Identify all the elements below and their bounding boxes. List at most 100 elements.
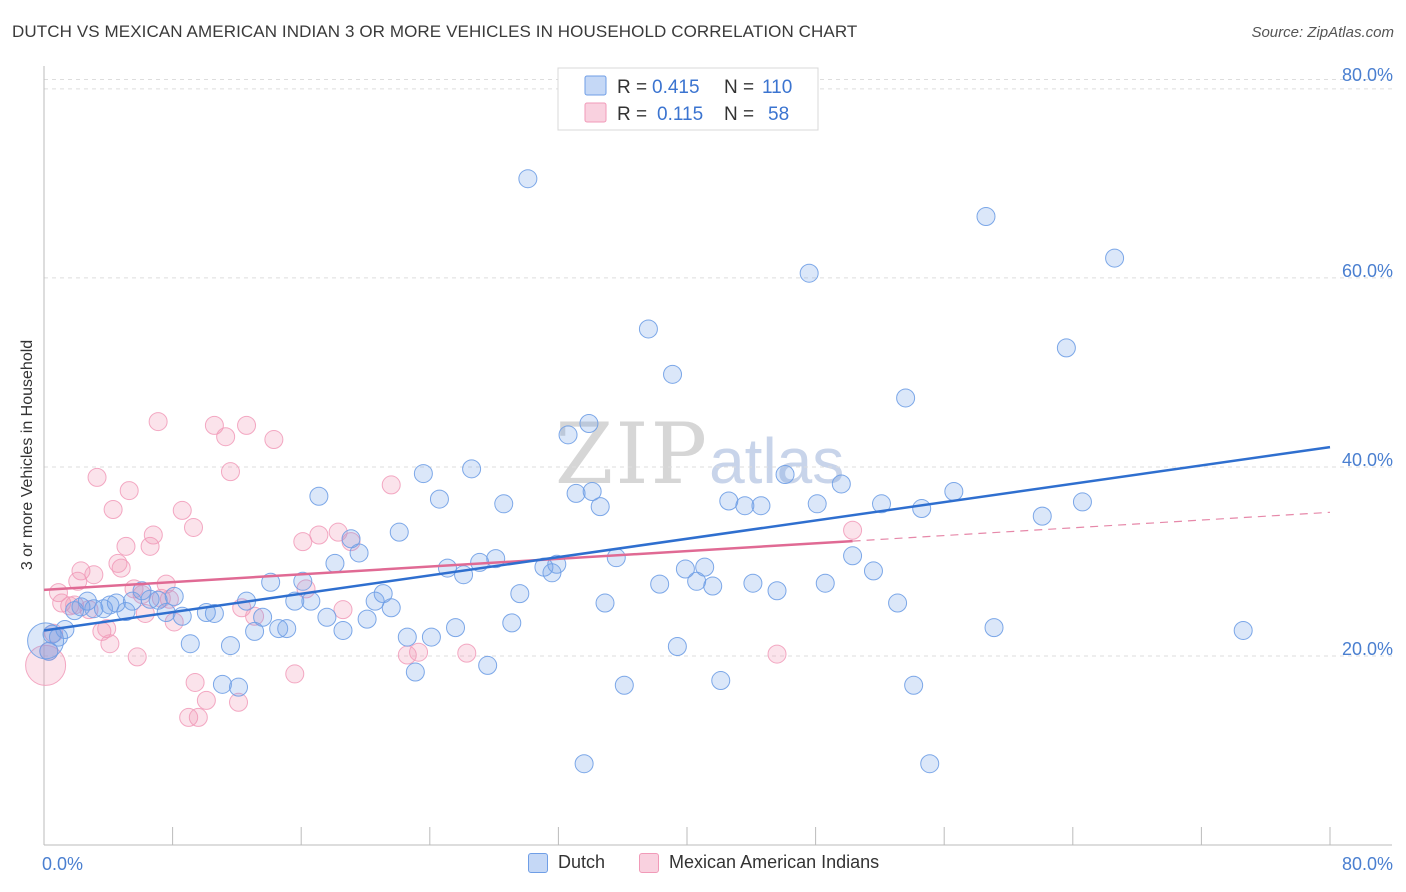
mexican-point — [285, 664, 305, 684]
dutch-point — [93, 599, 113, 619]
chart-title: DUTCH VS MEXICAN AMERICAN INDIAN 3 OR MO… — [12, 22, 858, 41]
dutch-point — [675, 559, 695, 579]
mexican-point — [100, 634, 120, 654]
legend-mexican-r-label: R = — [617, 104, 647, 125]
dutch-point — [429, 489, 449, 509]
dutch-point — [285, 591, 305, 611]
mexican-point — [229, 692, 249, 712]
dutch-point — [687, 571, 707, 591]
mexican-point — [87, 467, 107, 487]
dutch-point — [309, 486, 329, 506]
legend-mexican-swatch — [584, 102, 607, 123]
dutch-point — [863, 561, 883, 581]
dutch-point — [446, 618, 466, 638]
dutch-point — [77, 591, 97, 611]
dutch-point — [245, 621, 265, 641]
legend-dutch-r-value: 0.415 — [652, 77, 700, 98]
legend-mexican-n-label: N = — [724, 104, 754, 125]
gridlines — [44, 78, 1392, 657]
dutch-trend-line — [43, 445, 1331, 632]
legend-dutch-swatch — [584, 75, 607, 96]
dutch-point — [904, 675, 924, 695]
mexican-point — [204, 415, 224, 435]
dutch-point — [1072, 492, 1092, 512]
mexican-point — [140, 536, 160, 556]
dutch-point — [872, 494, 892, 514]
dutch-point — [397, 627, 417, 647]
dutch-point — [65, 601, 85, 621]
dutch-point — [325, 553, 345, 573]
x-tick-labels: 0.0% 80.0% — [42, 854, 1393, 874]
legend-mexican-r-value: 0.115 — [657, 104, 703, 125]
dutch-point — [807, 494, 827, 514]
dutch-point — [494, 494, 514, 514]
dutch-point — [518, 169, 538, 189]
mexican-point — [216, 427, 236, 447]
watermark-sub: atlas — [709, 425, 845, 497]
dutch-point — [650, 574, 670, 594]
dutch-point — [888, 593, 908, 613]
mexican-point — [183, 517, 203, 537]
mexican-point — [65, 595, 85, 615]
x-tick-label-right: 80.0% — [1342, 854, 1393, 874]
mexican-point — [68, 571, 88, 591]
dutch-point — [116, 602, 136, 622]
mexican-point — [135, 603, 155, 623]
mexican-point — [237, 415, 257, 435]
legend-dutch-n-value: 110 — [762, 77, 792, 98]
dutch-point — [831, 474, 851, 494]
dutch-point — [229, 677, 249, 697]
legend-item-mexican[interactable]: Mexican American Indians — [639, 852, 879, 873]
dutch-point — [365, 591, 385, 611]
dutch-point — [462, 459, 482, 479]
dutch-point — [896, 388, 916, 408]
dutch-point — [413, 464, 433, 484]
dutch-point — [220, 636, 240, 656]
dutch-point — [703, 576, 723, 596]
watermark: ZIPatlas — [555, 405, 844, 503]
mexican-point — [188, 707, 208, 727]
mexican-point — [97, 619, 117, 639]
dutch-point — [502, 613, 522, 633]
dutch-point — [667, 637, 687, 657]
mexican-point — [84, 565, 104, 585]
dutch-point — [454, 565, 474, 585]
dutch-point — [695, 557, 715, 577]
y-tick-label-60: 60.0% — [1342, 261, 1393, 281]
dutch-point — [261, 572, 281, 592]
dutch-point — [478, 655, 498, 675]
mexican-point — [767, 644, 787, 664]
dutch-point — [799, 263, 819, 283]
dutch-point — [293, 571, 313, 591]
mexican-point — [103, 499, 123, 519]
mexican-trend-dashed — [852, 511, 1331, 542]
y-tick-label-80: 80.0% — [1342, 65, 1393, 85]
dutch-point — [582, 482, 602, 502]
dutch-point — [164, 586, 184, 606]
dutch-point — [566, 483, 586, 503]
mexican-point — [220, 462, 240, 482]
dutch-point — [1105, 248, 1125, 268]
mexican-point — [309, 525, 329, 545]
mexican-point — [333, 600, 353, 620]
dutch-point — [253, 607, 273, 627]
mexican-point — [293, 532, 313, 552]
y-tick-label-40: 40.0% — [1342, 450, 1393, 470]
dutch-point — [212, 674, 232, 694]
mexican-point — [245, 606, 265, 626]
dutch-point — [180, 634, 200, 654]
dutch-point — [269, 619, 289, 639]
dutch-point — [579, 413, 599, 433]
dutch-point — [140, 589, 160, 609]
dutch-point — [743, 573, 763, 593]
mexican-point — [409, 642, 429, 662]
dutch-point — [100, 595, 120, 615]
legend-item-dutch[interactable]: Dutch — [528, 852, 605, 873]
dutch-point — [944, 482, 964, 502]
mexican-point — [71, 561, 91, 581]
y-tick-label-20: 20.0% — [1342, 639, 1393, 659]
dutch-point — [751, 496, 771, 516]
dutch-point — [1032, 506, 1052, 526]
mexican-point — [111, 558, 131, 578]
